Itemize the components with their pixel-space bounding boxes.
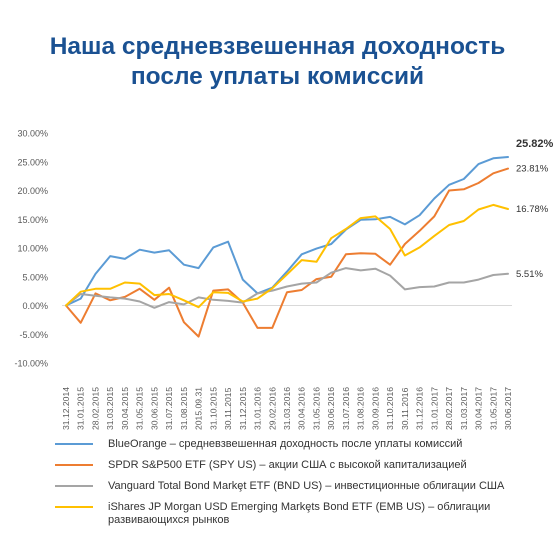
- x-tick-label: 31.10.2015: [208, 387, 218, 430]
- y-tick-label: 25.00%: [17, 157, 48, 167]
- line-chart: -10.00% -5.00% 0.00% 5.00% 10.00% 15.00% 20.00…: [14, 129, 554, 431]
- x-tick-label: 30.06.2015: [149, 387, 159, 430]
- x-tick-label: 30.11.2016: [400, 387, 410, 430]
- legend: BlueOrange – средневзвешенная доходность…: [55, 438, 545, 527]
- chart-title: Наша средневзвешенная доходность после у…: [0, 32, 555, 92]
- x-tick-label: 31.07.2016: [341, 387, 351, 430]
- legend-swatch: [55, 443, 93, 445]
- end-data-label: 16.78%: [516, 204, 549, 215]
- x-tick-label: 30.09.2016: [370, 387, 380, 430]
- x-tick-label: 29.02.2016: [267, 387, 277, 430]
- x-tick-label: 31.01.2015: [76, 387, 86, 430]
- legend-label: BlueOrange – средневзвешенная доходность…: [108, 438, 463, 450]
- y-tick-label: 0.00%: [22, 301, 48, 311]
- x-tick-label: 30.11.2015: [223, 387, 233, 430]
- legend-swatch: [55, 464, 93, 466]
- x-tick-label: 31.12.2016: [415, 387, 425, 430]
- y-tick-label: -5.00%: [19, 330, 48, 340]
- x-tick-label: 31.05.2015: [135, 387, 145, 430]
- legend-item-blueorange: BlueOrange – средневзвешенная доходность…: [55, 438, 545, 451]
- y-tick-label: -10.00%: [14, 359, 48, 369]
- y-tick-label: 10.00%: [17, 244, 48, 254]
- end-data-label: 23.81%: [516, 164, 549, 175]
- end-data-label: 5.51%: [516, 269, 543, 280]
- x-tick-label: 28.02.2015: [90, 387, 100, 430]
- x-tick-label: 2015.09.31: [194, 387, 204, 430]
- y-tick-label: 30.00%: [17, 129, 48, 139]
- series-line-0: [65, 156, 509, 307]
- x-tick-label: 30.04.2016: [297, 387, 307, 430]
- x-tick-label: 31.08.2016: [356, 387, 366, 430]
- series-line-1: [65, 167, 509, 338]
- legend-label: SPDR S&P500 ETF (SPY US) – акции США с в…: [108, 459, 467, 471]
- legend-label: Vanguard Total Bond Markȩt ETF (BND US) …: [108, 480, 505, 492]
- legend-swatch: [55, 485, 93, 487]
- y-tick-label: 15.00%: [17, 215, 48, 225]
- x-tick-label: 30.04.2015: [120, 387, 130, 430]
- x-tick-label: 31.03.2017: [459, 387, 469, 430]
- title-line-2: после уплаты комиссий: [130, 63, 425, 90]
- series-line-3: [65, 203, 509, 309]
- legend-item-spy: SPDR S&P500 ETF (SPY US) – акции США с в…: [55, 459, 545, 472]
- x-tick-label: 31.03.2016: [282, 387, 292, 430]
- x-tick-label: 30.04.2017: [474, 387, 484, 430]
- legend-swatch: [55, 506, 93, 508]
- x-tick-label: 31.05.2017: [488, 387, 498, 430]
- x-tick-label: 28.02.2017: [444, 387, 454, 430]
- x-tick-label: 31.05.2016: [311, 387, 321, 430]
- x-tick-label: 31.03.2015: [105, 387, 115, 430]
- legend-label: iShares JP Morgan USD Emerging Markȩts B…: [108, 501, 491, 526]
- end-data-label: 25.82%: [516, 138, 554, 150]
- x-tick-label: 30.06.2016: [326, 387, 336, 430]
- series-line-2: [65, 267, 509, 309]
- legend-item-emb: iShares JP Morgan USD Emerging Markȩts B…: [55, 501, 545, 527]
- x-tick-label: 31.10.2016: [385, 387, 395, 430]
- x-tick-label: 31.07.2015: [164, 387, 174, 430]
- x-tick-label: 31.01.2016: [253, 387, 263, 430]
- x-tick-label: 31.12.2014: [61, 387, 71, 430]
- x-tick-label: 30.06.2017: [503, 387, 513, 430]
- legend-item-bnd: Vanguard Total Bond Markȩt ETF (BND US) …: [55, 480, 545, 493]
- x-tick-label: 31.08.2015: [179, 387, 189, 430]
- title-line-1: Наша средневзвешенная доходность: [49, 33, 506, 60]
- x-tick-label: 31.12.2015: [238, 387, 248, 430]
- y-tick-label: 20.00%: [17, 186, 48, 196]
- y-tick-label: 5.00%: [22, 272, 48, 282]
- x-tick-label: 31.01.2017: [429, 387, 439, 430]
